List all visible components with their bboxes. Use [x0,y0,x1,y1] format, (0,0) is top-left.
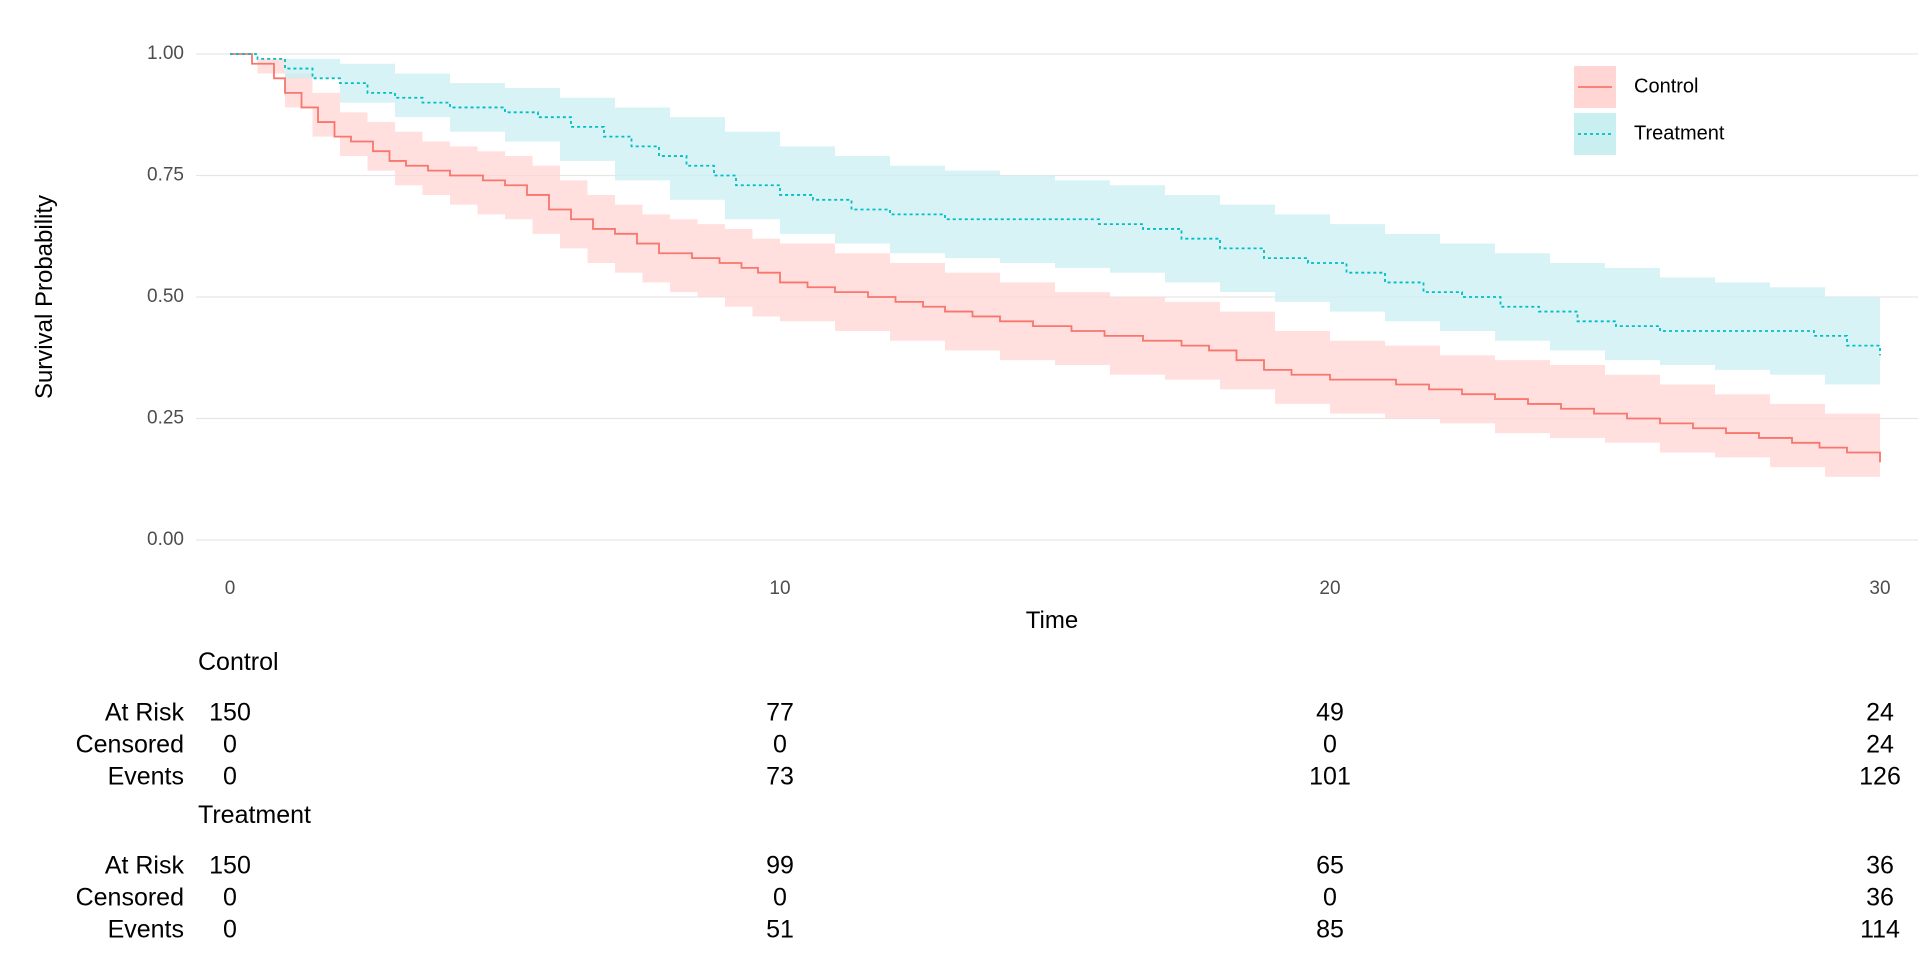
control-confidence-band [230,54,1880,487]
y-tick-label-4: 1.00 [147,43,184,64]
risk-group-title-treatment: Treatment [198,801,311,829]
risk-cell: 77 [766,699,794,727]
risk-row-label: Events [108,763,184,791]
risk-cell: 150 [209,699,251,727]
risk-group-title-control: Control [198,648,279,676]
risk-row-label: At Risk [105,852,185,880]
y-tick-label-1: 0.25 [147,408,184,429]
survival-curves [230,53,1881,463]
risk-cell: 0 [223,884,237,912]
y-axis-title: Survival Probability [31,195,58,399]
x-axis-ticks: 0 10 20 30 [225,578,1891,599]
x-tick-label-0: 0 [225,578,236,599]
risk-row-label: Censored [76,884,184,912]
risk-cell: 49 [1316,699,1344,727]
risk-cell: 0 [223,916,237,944]
legend: Control Treatment [1574,66,1725,155]
risk-cell: 24 [1866,699,1894,727]
treatment-confidence-band [230,54,1880,395]
y-axis-ticks: 0.00 0.25 0.50 0.75 1.00 [147,43,184,550]
risk-cell: 36 [1866,884,1894,912]
risk-cell: 0 [1323,731,1337,759]
treatment-survival-curve [230,53,1881,356]
risk-cell: 150 [209,852,251,880]
control-survival-curve [230,53,1881,463]
risk-cell: 99 [766,852,794,880]
risk-cell: 51 [766,916,794,944]
legend-label-control: Control [1634,75,1698,97]
risk-table: Control At Risk 150 77 49 24 Censored 0 0 0 24 Even… [76,648,1901,944]
risk-cell: 0 [773,884,787,912]
risk-cell: 65 [1316,852,1344,880]
x-tick-label-2: 20 [1319,578,1340,599]
y-tick-label-3: 0.75 [147,165,184,186]
risk-cell: 114 [1860,916,1900,944]
x-tick-label-1: 10 [769,578,790,599]
risk-cell: 0 [223,731,237,759]
confidence-bands [230,54,1880,487]
legend-label-treatment: Treatment [1634,122,1725,144]
risk-cell: 73 [766,763,794,791]
risk-cell: 0 [1323,884,1337,912]
y-tick-label-0: 0.00 [147,529,184,550]
risk-cell: 36 [1866,852,1894,880]
risk-row-label: Censored [76,731,184,759]
risk-cell: 101 [1309,763,1351,791]
risk-cell: 0 [223,763,237,791]
risk-cell: 0 [773,731,787,759]
y-tick-label-2: 0.50 [147,286,184,307]
risk-cell: 85 [1316,916,1344,944]
risk-cell: 24 [1866,731,1894,759]
x-axis-title: Time [1026,607,1078,634]
risk-row-label: At Risk [105,699,185,727]
risk-row-label: Events [108,916,184,944]
risk-cell: 126 [1859,763,1901,791]
x-tick-label-3: 30 [1869,578,1890,599]
